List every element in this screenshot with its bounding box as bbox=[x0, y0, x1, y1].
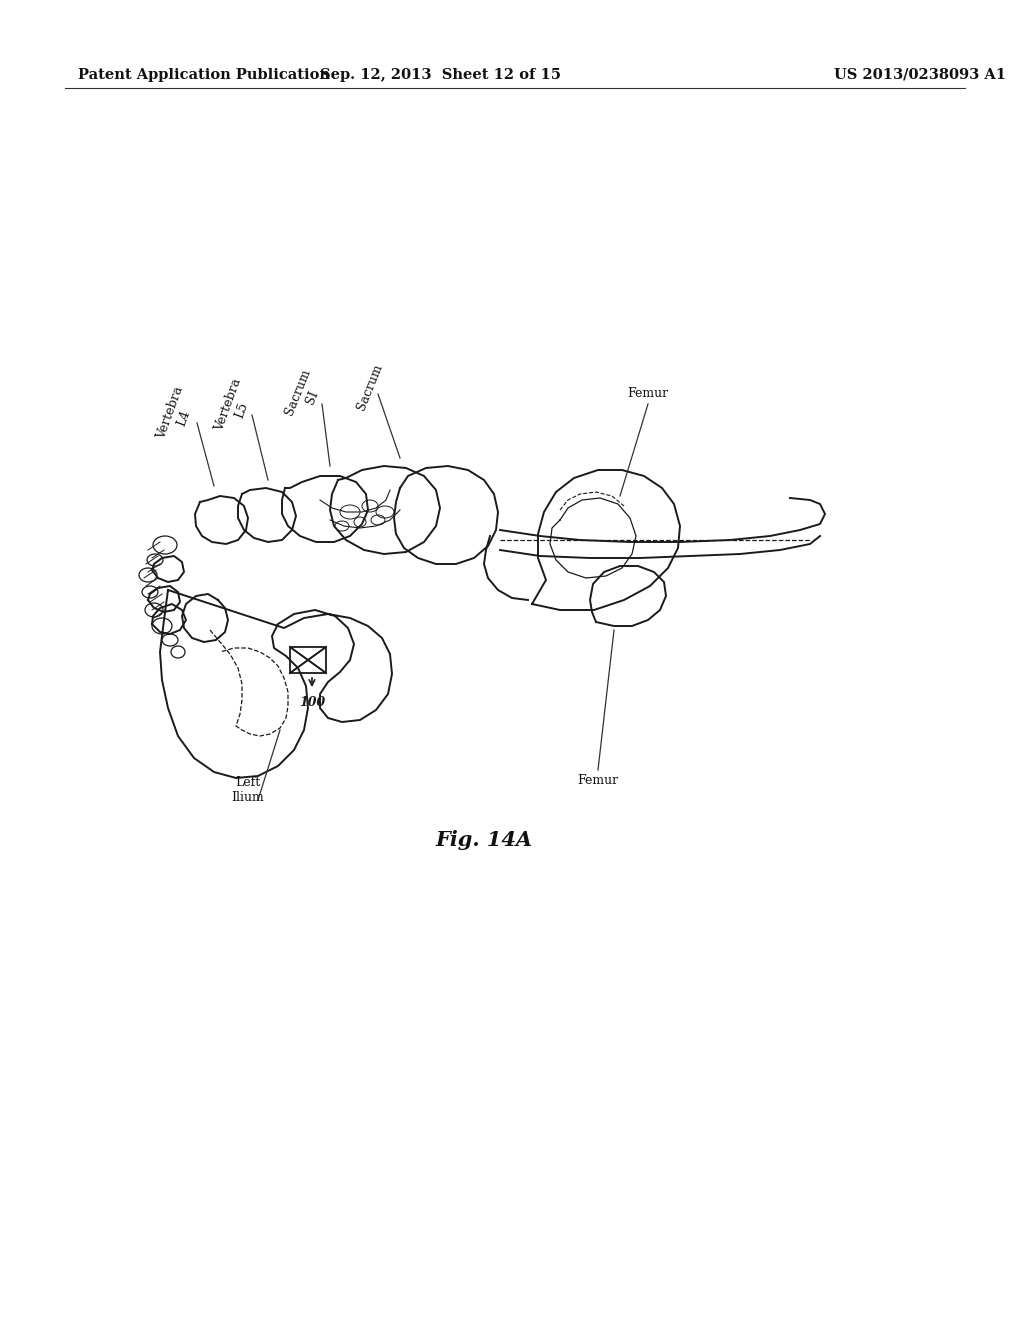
Text: 100: 100 bbox=[299, 696, 326, 709]
Text: Vertebra
L5: Vertebra L5 bbox=[212, 376, 257, 438]
Text: Sep. 12, 2013  Sheet 12 of 15: Sep. 12, 2013 Sheet 12 of 15 bbox=[319, 69, 560, 82]
Text: US 2013/0238093 A1: US 2013/0238093 A1 bbox=[834, 69, 1006, 82]
Text: Sacrum: Sacrum bbox=[354, 363, 385, 413]
Text: Patent Application Publication: Patent Application Publication bbox=[78, 69, 330, 82]
Text: Fig. 14A: Fig. 14A bbox=[435, 830, 532, 850]
Text: Vertebra
L4: Vertebra L4 bbox=[155, 384, 200, 446]
Text: Left
Ilium: Left Ilium bbox=[231, 776, 264, 804]
Text: Femur: Femur bbox=[578, 774, 618, 787]
Text: Femur: Femur bbox=[628, 387, 669, 400]
Text: Sacrum
SI: Sacrum SI bbox=[283, 367, 327, 422]
